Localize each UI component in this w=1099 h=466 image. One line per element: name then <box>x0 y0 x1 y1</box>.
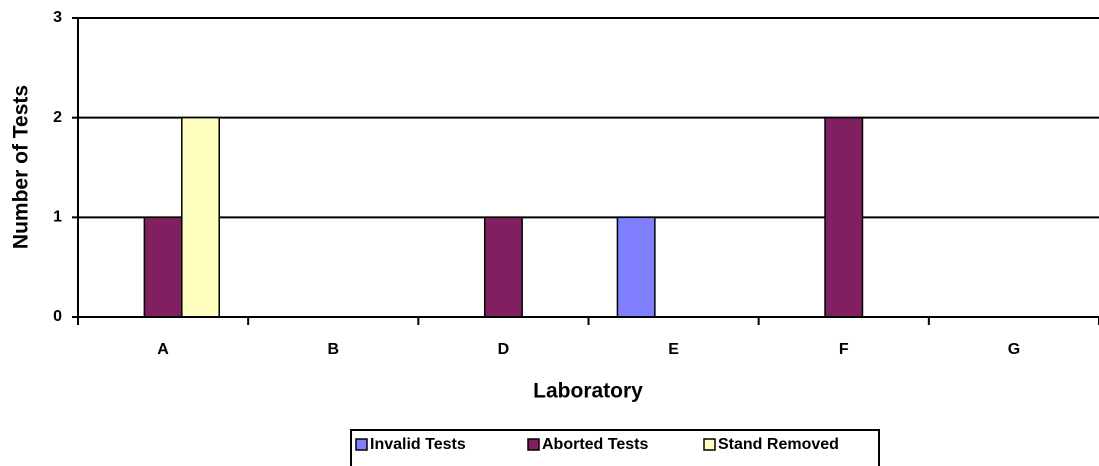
x-tick-label: E <box>668 341 679 358</box>
x-tick-label: F <box>839 341 849 358</box>
legend-label: Invalid Tests <box>370 436 466 453</box>
x-tick-label: G <box>1008 341 1020 358</box>
x-tick-label: B <box>327 341 339 358</box>
x-tick-label: A <box>157 341 169 358</box>
y-tick-label: 0 <box>53 308 62 325</box>
y-tick-label: 3 <box>53 9 62 26</box>
bar <box>143 216 183 318</box>
legend-swatch <box>355 438 368 451</box>
legend-box <box>350 429 880 466</box>
legend-label: Stand Removed <box>718 436 839 453</box>
bar <box>616 216 656 318</box>
legend-swatch <box>703 438 716 451</box>
y-axis-title: Number of Tests <box>10 85 33 249</box>
legend-swatch <box>527 438 540 451</box>
x-axis-title: Laboratory <box>533 380 643 403</box>
bar <box>483 216 523 318</box>
bar <box>824 116 864 318</box>
y-tick-label: 2 <box>53 109 62 126</box>
legend-label: Aborted Tests <box>542 436 648 453</box>
bar <box>181 116 220 318</box>
y-tick-label: 1 <box>53 209 62 226</box>
legend: Invalid Tests Aborted Tests Stand Removed <box>350 429 880 466</box>
x-tick-label: D <box>498 341 510 358</box>
